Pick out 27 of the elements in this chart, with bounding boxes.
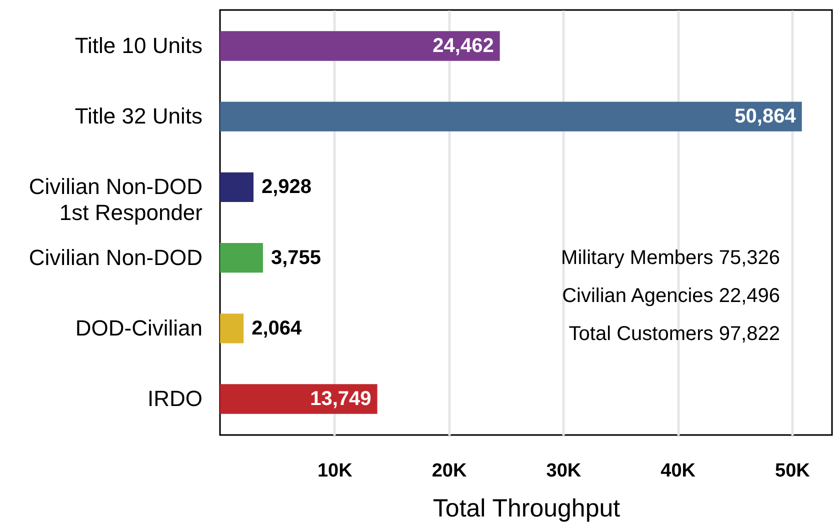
x-tick-label: 30K (546, 460, 582, 482)
bar (220, 172, 254, 202)
y-tick-label: Civilian Non-DOD (28, 244, 202, 270)
data-label: 24,462 (432, 35, 494, 58)
data-label: 13,749 (310, 388, 372, 410)
annotation: Civilian Agencies 22,496 (562, 285, 780, 307)
y-tick-label: Title 32 Units (74, 104, 202, 129)
y-tick-label: IRDO (148, 386, 202, 411)
data-label: 3,755 (270, 246, 322, 269)
bar (220, 384, 378, 414)
x-tick-label: 10K (317, 460, 353, 482)
data-label: 50,864 (734, 106, 797, 128)
y-tick-label: DOD-Civilian (75, 315, 202, 340)
x-tick-label: 40K (660, 460, 696, 482)
x-axis-title: Total Throughput (432, 494, 620, 522)
bar (220, 314, 244, 344)
x-tick-label: 50K (775, 460, 810, 482)
data-label: 2,064 (252, 317, 303, 340)
bar (220, 102, 802, 132)
y-tick-label: Civilian Non-DOD 1st Responder (28, 174, 202, 226)
bar (220, 242, 263, 273)
bar (220, 31, 500, 61)
annotation: Total Customers 97,822 (568, 323, 780, 345)
annotation: Military Members 75,326 (561, 247, 780, 269)
data-label: 2,928 (261, 176, 312, 198)
x-tick-label: 20K (432, 460, 467, 482)
y-tick-label: Title 10 Units (74, 33, 202, 58)
